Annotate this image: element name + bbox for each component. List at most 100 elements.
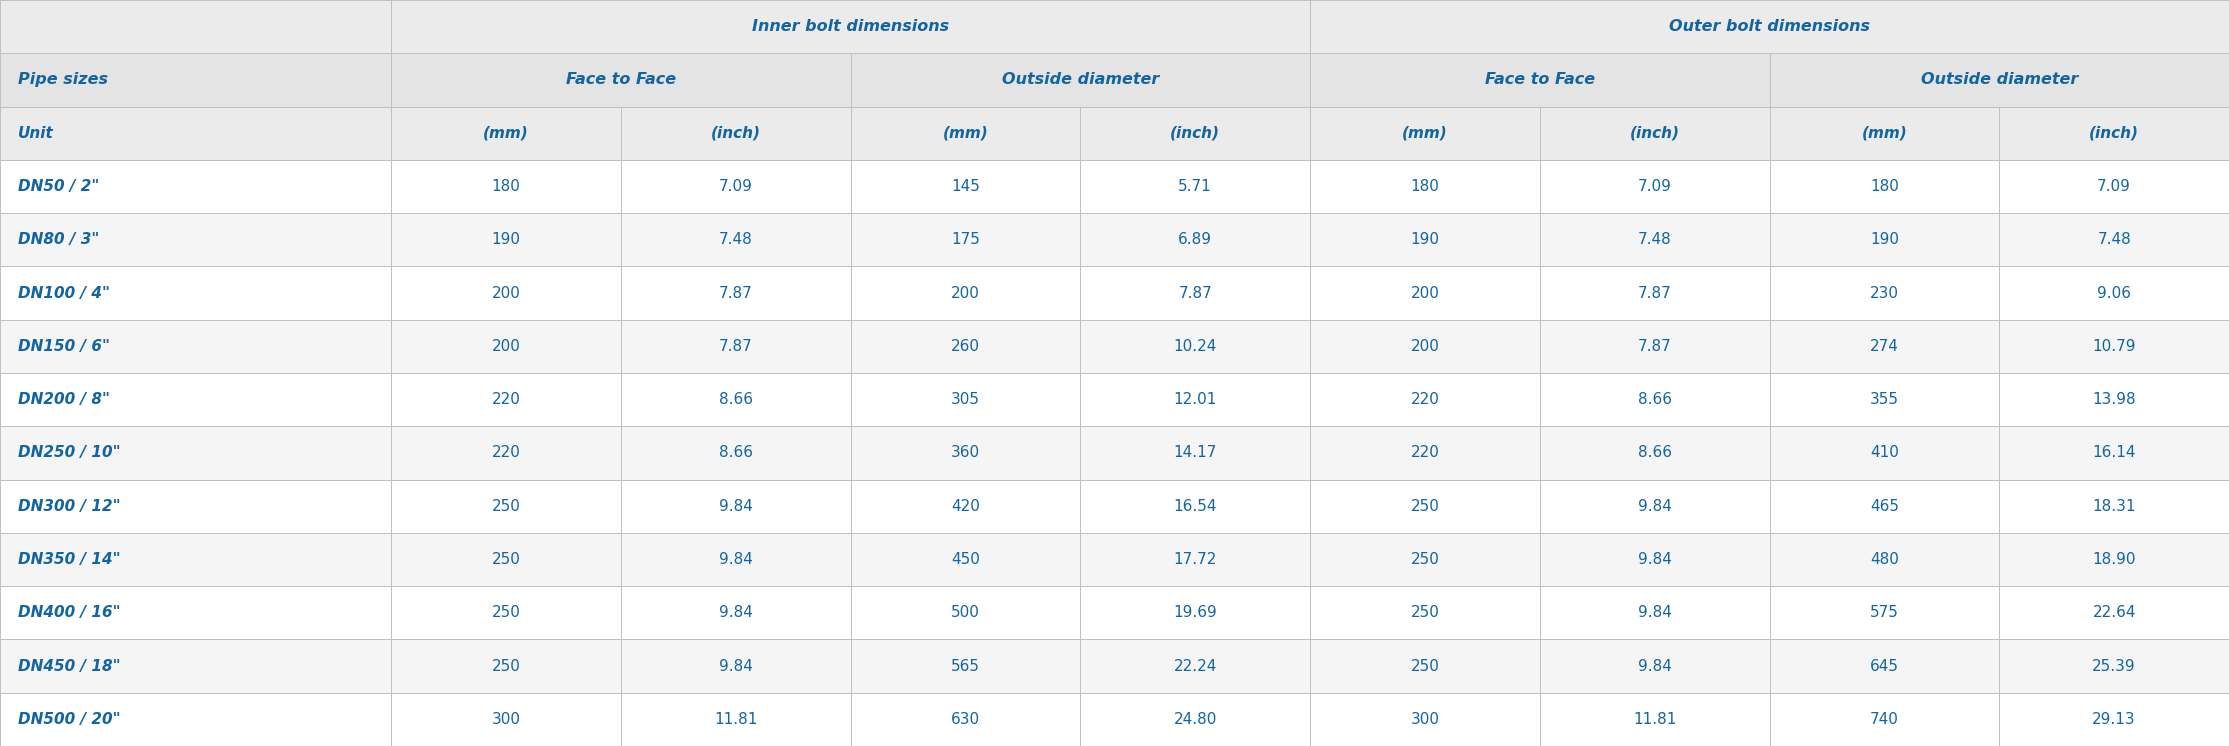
Bar [1311, 693, 1540, 746]
Text: 9.84: 9.84 [1638, 659, 1672, 674]
Text: (inch): (inch) [1170, 126, 1219, 141]
Bar [0, 533, 390, 586]
Text: DN500 / 20": DN500 / 20" [18, 712, 120, 727]
Bar [390, 53, 851, 107]
Text: 29.13: 29.13 [2093, 712, 2135, 727]
Bar [0, 426, 390, 480]
Text: DN50 / 2": DN50 / 2" [18, 179, 100, 194]
Text: 7.48: 7.48 [720, 232, 753, 247]
Bar [1999, 693, 2229, 746]
Text: 10.79: 10.79 [2093, 339, 2135, 354]
Text: 274: 274 [1870, 339, 1899, 354]
Bar [1999, 480, 2229, 533]
Bar [0, 480, 390, 533]
Text: 145: 145 [952, 179, 981, 194]
Bar [1311, 0, 2229, 53]
Text: 645: 645 [1870, 659, 1899, 674]
Text: 18.31: 18.31 [2093, 499, 2135, 514]
Bar [622, 693, 851, 746]
Bar [1311, 480, 1540, 533]
Bar [1999, 160, 2229, 213]
Bar [1311, 426, 1540, 480]
Text: 300: 300 [493, 712, 522, 727]
Bar [622, 266, 851, 320]
Text: 9.84: 9.84 [1638, 552, 1672, 567]
Bar [1999, 373, 2229, 426]
Bar [1540, 426, 1770, 480]
Text: 250: 250 [1411, 552, 1440, 567]
Bar [390, 320, 622, 373]
Text: 250: 250 [493, 499, 519, 514]
Text: Inner bolt dimensions: Inner bolt dimensions [751, 19, 950, 34]
Bar [0, 107, 390, 160]
Bar [1311, 639, 1540, 693]
Bar [390, 533, 622, 586]
Text: DN300 / 12": DN300 / 12" [18, 499, 120, 514]
Bar [1999, 426, 2229, 480]
Bar [622, 213, 851, 266]
Text: 200: 200 [493, 286, 519, 301]
Text: 7.87: 7.87 [1638, 339, 1672, 354]
Text: 9.06: 9.06 [2097, 286, 2131, 301]
Bar [851, 426, 1081, 480]
Bar [622, 160, 851, 213]
Text: 180: 180 [1411, 179, 1440, 194]
Bar [1770, 480, 1999, 533]
Text: 575: 575 [1870, 605, 1899, 620]
Text: 220: 220 [1411, 445, 1440, 460]
Text: DN450 / 18": DN450 / 18" [18, 659, 120, 674]
Text: 7.48: 7.48 [1638, 232, 1672, 247]
Bar [851, 639, 1081, 693]
Bar [0, 213, 390, 266]
Text: 250: 250 [493, 552, 519, 567]
Text: 250: 250 [493, 605, 519, 620]
Text: (inch): (inch) [1629, 126, 1681, 141]
Bar [1770, 693, 1999, 746]
Bar [622, 533, 851, 586]
Text: 480: 480 [1870, 552, 1899, 567]
Bar [0, 373, 390, 426]
Bar [1081, 266, 1311, 320]
Bar [1081, 373, 1311, 426]
Text: 12.01: 12.01 [1172, 392, 1217, 407]
Text: 450: 450 [952, 552, 981, 567]
Text: 13.98: 13.98 [2093, 392, 2135, 407]
Text: 190: 190 [1411, 232, 1440, 247]
Bar [390, 0, 1311, 53]
Bar [1999, 586, 2229, 639]
Text: 200: 200 [1411, 339, 1440, 354]
Text: Face to Face: Face to Face [566, 72, 675, 87]
Bar [1540, 639, 1770, 693]
Bar [851, 266, 1081, 320]
Bar [1540, 213, 1770, 266]
Bar [1081, 320, 1311, 373]
Text: 9.84: 9.84 [718, 552, 753, 567]
Text: 16.14: 16.14 [2093, 445, 2135, 460]
Bar [851, 320, 1081, 373]
Bar [1311, 213, 1540, 266]
Bar [1311, 533, 1540, 586]
Text: 14.17: 14.17 [1172, 445, 1217, 460]
Text: DN200 / 8": DN200 / 8" [18, 392, 109, 407]
Bar [390, 107, 622, 160]
Text: 8.66: 8.66 [1638, 445, 1672, 460]
Bar [390, 639, 622, 693]
Text: (mm): (mm) [943, 126, 987, 141]
Bar [1770, 586, 1999, 639]
Bar [1770, 53, 2229, 107]
Bar [1770, 639, 1999, 693]
Text: 250: 250 [1411, 659, 1440, 674]
Text: Unit: Unit [18, 126, 53, 141]
Text: DN100 / 4": DN100 / 4" [18, 286, 109, 301]
Bar [390, 160, 622, 213]
Bar [1081, 639, 1311, 693]
Bar [1770, 426, 1999, 480]
Text: 7.87: 7.87 [1638, 286, 1672, 301]
Text: Pipe sizes: Pipe sizes [18, 72, 107, 87]
Text: 230: 230 [1870, 286, 1899, 301]
Text: 9.84: 9.84 [718, 659, 753, 674]
Bar [1770, 107, 1999, 160]
Bar [851, 533, 1081, 586]
Bar [1770, 533, 1999, 586]
Bar [1081, 480, 1311, 533]
